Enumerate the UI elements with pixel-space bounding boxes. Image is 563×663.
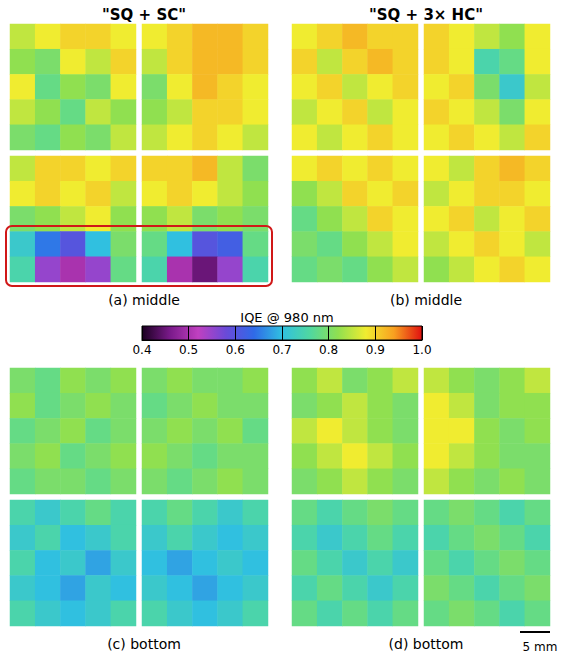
svg-text:0.9: 0.9: [366, 343, 385, 357]
svg-text:0.6: 0.6: [226, 343, 245, 357]
svg-text:1.0: 1.0: [412, 343, 431, 357]
svg-text:(d) bottom: (d) bottom: [389, 636, 464, 652]
svg-text:0.8: 0.8: [319, 343, 338, 357]
svg-text:5 mm: 5 mm: [523, 640, 558, 654]
svg-text:(c) bottom: (c) bottom: [107, 636, 181, 652]
svg-text:(a) middle: (a) middle: [108, 292, 180, 308]
svg-text:0.7: 0.7: [272, 343, 291, 357]
svg-text:"SQ + 3× HC": "SQ + 3× HC": [369, 6, 483, 24]
svg-text:IQE @ 980 nm: IQE @ 980 nm: [240, 310, 333, 325]
svg-text:(b) middle: (b) middle: [390, 292, 462, 308]
svg-text:0.4: 0.4: [132, 343, 151, 357]
svg-text:"SQ + SC": "SQ + SC": [102, 6, 186, 24]
svg-text:0.5: 0.5: [179, 343, 198, 357]
